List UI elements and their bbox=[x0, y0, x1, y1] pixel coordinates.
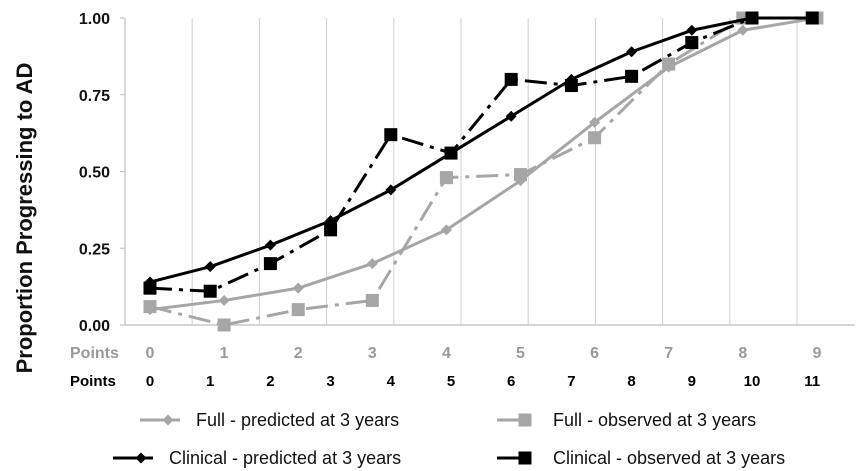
series-2 bbox=[143, 11, 824, 332]
data-point bbox=[662, 57, 676, 71]
data-point bbox=[805, 11, 819, 25]
data-point bbox=[365, 293, 379, 307]
data-point bbox=[564, 79, 578, 93]
legend-label: Full - observed at 3 years bbox=[553, 410, 756, 430]
data-point bbox=[686, 24, 698, 36]
data-point bbox=[588, 131, 602, 145]
y-tick-label: 0.00 bbox=[79, 318, 110, 335]
data-point bbox=[685, 36, 699, 50]
x-tick-label-full: 1 bbox=[220, 345, 229, 362]
data-point bbox=[625, 69, 639, 83]
series-4 bbox=[143, 11, 819, 298]
data-point bbox=[745, 11, 759, 25]
legend-label: Clinical - predicted at 3 years bbox=[169, 448, 401, 468]
data-point bbox=[203, 284, 217, 298]
x-tick-label-full: 6 bbox=[590, 345, 599, 362]
x-tick-label-clinical: 5 bbox=[447, 373, 455, 390]
series-line bbox=[149, 16, 818, 312]
data-point bbox=[263, 257, 277, 271]
y-tick-label: 0.75 bbox=[79, 88, 110, 105]
x-axis-clinical-points: Points 0 1 2 3 4 5 6 7 8 9 10 11 bbox=[70, 373, 820, 390]
x-tick-label-clinical: 1 bbox=[206, 373, 214, 390]
legend-item: Clinical - observed at 3 years bbox=[497, 448, 785, 468]
data-point bbox=[385, 184, 397, 196]
data-point bbox=[324, 223, 338, 237]
data-point bbox=[217, 318, 231, 332]
data-point bbox=[291, 303, 305, 317]
data-point bbox=[626, 46, 638, 58]
x-tick-label-clinical: 8 bbox=[627, 373, 635, 390]
x-tick-label-clinical: 11 bbox=[804, 373, 820, 390]
legend-marker bbox=[162, 414, 174, 426]
x-tick-label-full: 3 bbox=[368, 345, 377, 362]
data-point bbox=[439, 171, 453, 185]
series-3 bbox=[144, 12, 818, 288]
data-point bbox=[444, 146, 458, 160]
series-line bbox=[149, 16, 813, 293]
x-tick-label-clinical: 7 bbox=[567, 373, 575, 390]
x-tick-label-clinical: 2 bbox=[266, 373, 274, 390]
series-line bbox=[149, 16, 817, 327]
legend-marker bbox=[135, 452, 147, 464]
data-point bbox=[143, 281, 157, 295]
data-point bbox=[504, 72, 518, 86]
data-point bbox=[218, 294, 230, 306]
x-tick-label-clinical: 9 bbox=[688, 373, 696, 390]
x-tick-label-full: 5 bbox=[516, 345, 525, 362]
x-tick-label-full: 9 bbox=[812, 345, 821, 362]
y-axis-ticks: 0.00 0.25 0.50 0.75 1.00 bbox=[79, 11, 125, 335]
y-tick-label: 0.25 bbox=[79, 241, 110, 258]
legend-item: Clinical - predicted at 3 years bbox=[113, 448, 401, 468]
data-point bbox=[384, 128, 398, 142]
x-tick-label-full: 0 bbox=[146, 345, 155, 362]
legend-item: Full - observed at 3 years bbox=[497, 410, 756, 430]
x-tick-label-full: 7 bbox=[664, 345, 673, 362]
series-line bbox=[149, 16, 813, 284]
data-point bbox=[505, 110, 517, 122]
x-tick-label-clinical: 10 bbox=[744, 373, 761, 390]
data-point bbox=[292, 282, 304, 294]
series-1 bbox=[144, 12, 823, 316]
y-tick-label: 0.50 bbox=[79, 165, 110, 182]
x-axis-full-points: Points 0 1 2 3 4 5 6 7 8 9 bbox=[70, 345, 821, 362]
data-point bbox=[264, 239, 276, 251]
data-point bbox=[514, 168, 527, 182]
y-tick-label: 1.00 bbox=[79, 11, 110, 28]
legend-marker bbox=[518, 451, 532, 465]
legend: Full - predicted at 3 years Full - observ… bbox=[113, 410, 785, 468]
data-point bbox=[143, 300, 157, 314]
x-tick-label-clinical: 4 bbox=[387, 373, 396, 390]
gridlines bbox=[191, 18, 798, 325]
x-axis-clinical-title: Points bbox=[70, 373, 116, 390]
data-point bbox=[204, 261, 216, 273]
data-point bbox=[737, 24, 749, 36]
legend-marker bbox=[518, 413, 532, 427]
x-tick-label-full: 8 bbox=[738, 345, 747, 362]
legend-label: Full - predicted at 3 years bbox=[196, 410, 399, 430]
x-tick-label-clinical: 3 bbox=[326, 373, 334, 390]
x-tick-label-clinical: 6 bbox=[507, 373, 515, 390]
data-point bbox=[366, 258, 378, 270]
series-layer bbox=[143, 11, 824, 332]
x-tick-label-full: 2 bbox=[294, 345, 303, 362]
legend-item: Full - predicted at 3 years bbox=[140, 410, 399, 430]
legend-label: Clinical - observed at 3 years bbox=[553, 448, 785, 468]
x-tick-label-full: 4 bbox=[442, 345, 451, 362]
data-point bbox=[589, 116, 601, 128]
x-tick-label-clinical: 0 bbox=[146, 373, 154, 390]
data-point bbox=[440, 224, 452, 236]
y-axis-label: Proportion Progressing to AD bbox=[12, 63, 37, 374]
x-axis-full-title: Points bbox=[70, 345, 119, 362]
